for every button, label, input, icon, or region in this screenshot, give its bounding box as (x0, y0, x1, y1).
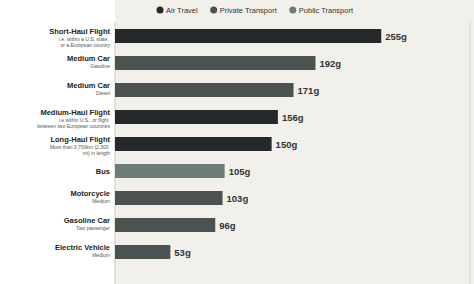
category-note: Medium (92, 252, 110, 258)
category-label: Long-Haul Flight (50, 135, 110, 144)
category-label: Gasoline Car (64, 216, 110, 225)
bars (115, 29, 381, 259)
data-label: 192g (319, 58, 341, 69)
legend-swatch (210, 7, 217, 14)
category-note: Medium (92, 198, 110, 204)
bar (115, 137, 272, 151)
bar (115, 245, 170, 259)
legend-swatch (289, 7, 296, 14)
bar (115, 191, 223, 205)
legend-label: Public Transport (299, 6, 354, 15)
legend-swatch (157, 7, 164, 14)
category-label: Medium-Haul Flight (40, 108, 110, 117)
data-label: 150g (276, 139, 298, 150)
category-label: Medium Car (67, 54, 110, 63)
category-label: Short-Haul Flight (49, 27, 110, 36)
category-label: Electric Vehicle (55, 243, 110, 252)
category-label: Medium Car (67, 81, 110, 90)
range-end-line (470, 22, 471, 284)
category-note: Diesel (96, 90, 110, 96)
bar (115, 56, 315, 70)
data-label: 255g (385, 31, 407, 42)
bar (115, 164, 225, 178)
labels: 255g 156g 150g 192g 171g 103g 96g 53g 105g (174, 31, 407, 258)
category-label: Bus (96, 167, 110, 176)
chart-container: Air Travel Private Transport Public Transp… (0, 0, 474, 284)
bar (115, 83, 294, 97)
bar (115, 110, 278, 124)
plot-background (115, 0, 474, 284)
data-label: 171g (298, 85, 320, 96)
data-label: 156g (282, 112, 304, 123)
category-label: Motorcycle (70, 189, 110, 198)
category-labels: Short-Haul Flighti.e. within a U.S. stat… (37, 27, 110, 258)
chart-svg: Air Travel Private Transport Public Transp… (0, 0, 474, 284)
category-note: Gasoline (90, 63, 110, 69)
category-note: i.e within U.S., or flight between two E… (37, 117, 110, 129)
category-note: Two passenger (76, 225, 110, 231)
legend: Air Travel Private Transport Public Transp… (157, 6, 354, 15)
category-note: More than 3,700km (2,300 mi) in length (50, 144, 110, 156)
bar (115, 218, 215, 232)
data-label: 103g (227, 193, 249, 204)
data-label: 96g (219, 220, 236, 231)
legend-label: Private Transport (220, 6, 278, 15)
data-label: 53g (174, 247, 191, 258)
bar (115, 29, 381, 43)
category-note: i.e. within a U.S. state, or a European … (59, 36, 111, 48)
legend-label: Air Travel (166, 6, 198, 15)
data-label: 105g (229, 166, 251, 177)
